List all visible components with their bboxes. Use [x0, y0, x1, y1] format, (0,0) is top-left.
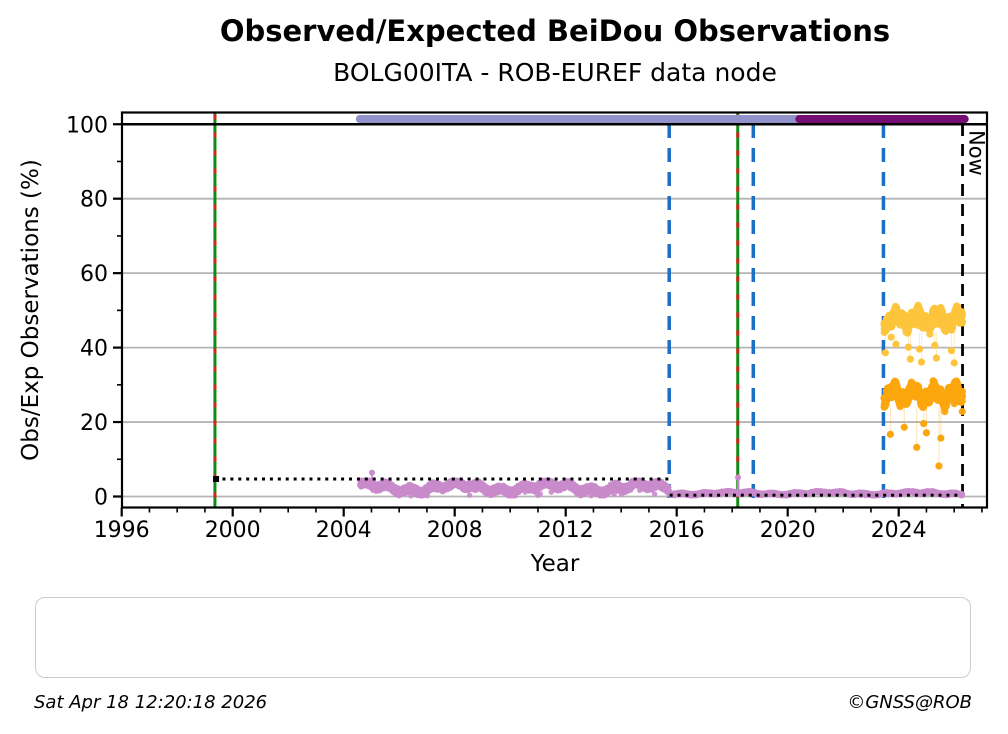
axes-spines [120, 111, 989, 509]
axis-ticks: 1996 2000 2004 2008 2012 2016 2020 202402040608… [66, 113, 983, 543]
gridlines [122, 197, 987, 498]
series-bds-2-f [880, 377, 967, 470]
series-obs-ele [357, 469, 966, 499]
copyright: ©GNSS@ROB [847, 692, 972, 713]
series-log-ele [213, 476, 958, 497]
series-bds-1f [880, 301, 967, 367]
timestamp: Sat Apr 18 12:20:18 2026 [34, 692, 268, 713]
chart-title: Observed/Expected BeiDou Observations [219, 14, 891, 48]
legend: BDS 1f obs ele log ele RINEX2 RINEX3 RIN… [35, 597, 971, 678]
event-lines [213, 112, 964, 508]
x-axis-label: Year [530, 551, 580, 577]
now-label: Now [965, 130, 989, 176]
chart-subtitle: BOLG00ITA - ROB-EUREF data node [333, 58, 777, 87]
